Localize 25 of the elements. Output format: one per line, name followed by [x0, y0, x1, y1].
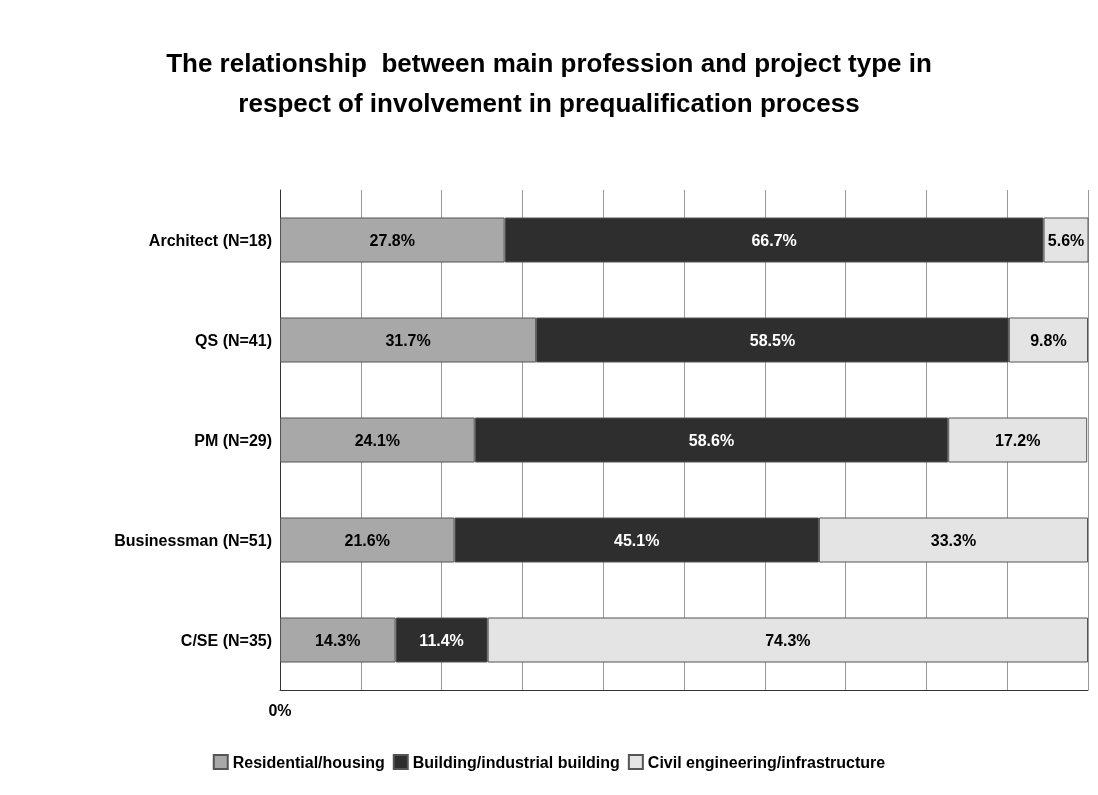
data-label: 14.3% — [315, 631, 361, 649]
legend-label: Residential/housing — [232, 753, 385, 771]
data-label: 31.7% — [385, 331, 431, 349]
chart-title: The relationship between main profession and project type in respect of involvement in prequalification process — [166, 48, 932, 118]
data-label: 66.7% — [751, 231, 797, 249]
data-label: 21.6% — [344, 531, 390, 549]
y-tick-label: QS (N=41) — [195, 331, 272, 349]
data-label: 24.1% — [354, 431, 401, 449]
y-tick-label: PM (N=29) — [194, 431, 272, 449]
data-label: 9.8% — [1030, 331, 1067, 349]
data-label: 11.4% — [419, 631, 464, 649]
data-label: 58.5% — [749, 331, 796, 349]
y-tick-label: Businessman (N=51) — [114, 531, 272, 549]
data-label: 33.3% — [930, 531, 977, 549]
y-tick-label: Architect (N=18) — [148, 231, 272, 249]
data-label: 5.6% — [1047, 231, 1085, 249]
data-label: 58.6% — [688, 431, 735, 449]
legend-label: Civil engineering/infrastructure — [647, 753, 886, 771]
y-tick-label: C/SE (N=35) — [180, 631, 272, 649]
data-label: 27.8% — [369, 231, 415, 249]
legend-label: Building/industrial building — [412, 753, 620, 771]
data-label: 45.1% — [614, 531, 660, 549]
data-label: 74.3% — [765, 631, 811, 649]
data-label: 17.2% — [995, 431, 1041, 449]
text: 0% — [268, 701, 292, 719]
